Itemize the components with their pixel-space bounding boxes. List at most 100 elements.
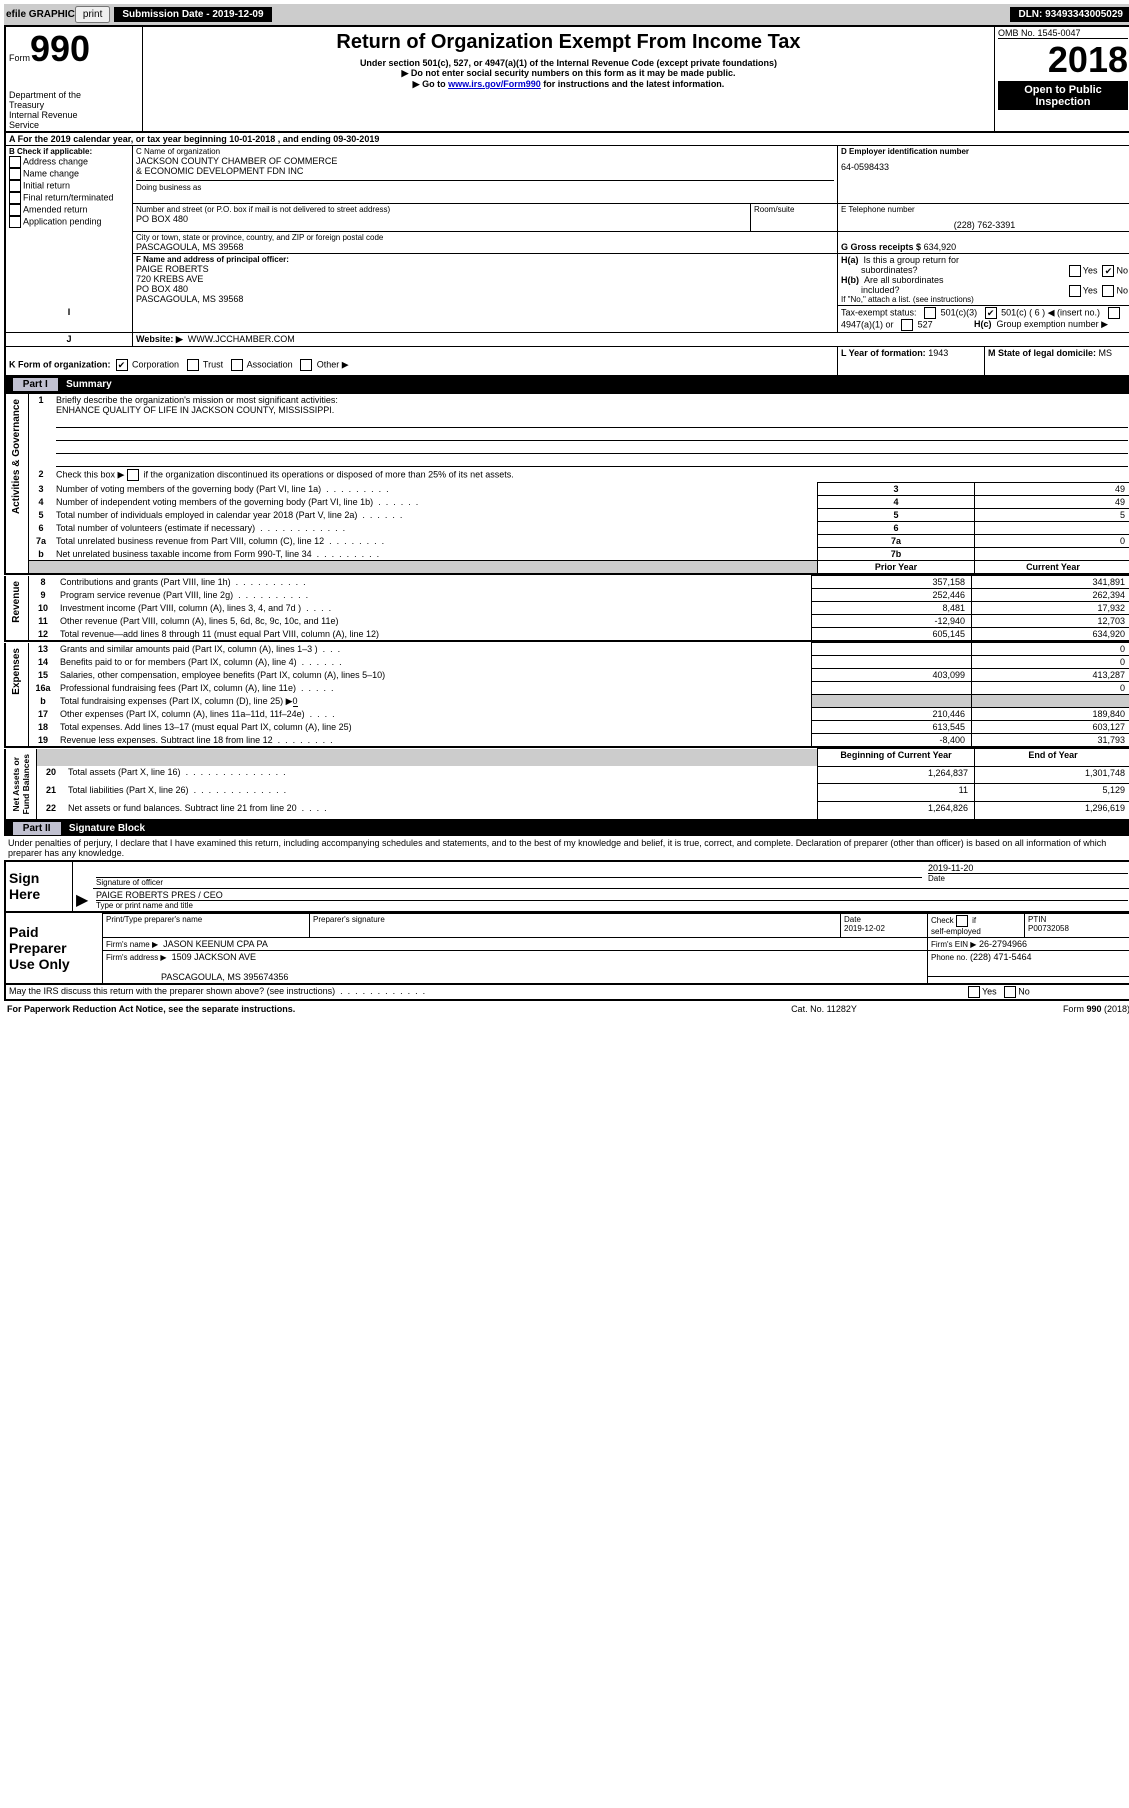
cb-address-change[interactable]: Address change	[9, 156, 129, 168]
revenue-table: Revenue 8Contributions and grants (Part …	[4, 575, 1129, 642]
section-m-label: M State of legal domicile:	[988, 348, 1096, 358]
firm-name: JASON KEENUM CPA PA	[163, 939, 268, 949]
line16a-label: Professional fundraising fees (Part IX, …	[57, 682, 812, 695]
ptin: PTINP00732058	[1025, 913, 1129, 937]
line1-text: ENHANCE QUALITY OF LIFE IN JACKSON COUNT…	[56, 405, 334, 415]
dln-label: DLN: 93493343005029	[1010, 7, 1129, 22]
form-title: Return of Organization Exempt From Incom…	[146, 31, 991, 54]
discuss-label: May the IRS discuss this return with the…	[5, 985, 965, 1000]
line15-label: Salaries, other compensation, employee b…	[57, 669, 812, 682]
form-number: 990	[30, 28, 90, 69]
line9-cy: 262,394	[972, 589, 1129, 602]
cb-amended-return[interactable]: Amended return	[9, 204, 129, 216]
omb-label: OMB No. 1545-0047	[998, 28, 1128, 39]
line17-label: Other expenses (Part IX, column (A), lin…	[57, 708, 812, 721]
cb-corp[interactable]	[116, 359, 128, 371]
expenses-sidebar: Expenses	[9, 644, 24, 699]
line4-val: 49	[975, 496, 1129, 509]
firm-ein-label: Firm's EIN ▶	[931, 940, 976, 949]
print-button[interactable]: print	[75, 6, 110, 23]
cb-assoc[interactable]	[231, 359, 243, 371]
dba-label: Doing business as	[136, 180, 834, 192]
line3-label: Number of voting members of the governin…	[53, 483, 818, 496]
cb-trust[interactable]	[187, 359, 199, 371]
section-l-label: L Year of formation:	[841, 348, 926, 358]
addr-value: PO BOX 480	[136, 214, 747, 224]
year-formation: 1943	[928, 348, 948, 358]
officer-addr2: PO BOX 480	[136, 284, 834, 294]
begin-year-header: Beginning of Current Year	[818, 749, 975, 767]
entity-info: A For the 2019 calendar year, or tax yea…	[4, 133, 1129, 377]
cat-no: Cat. No. 11282Y	[721, 1003, 927, 1015]
line21-label: Total liabilities (Part X, line 26) . . …	[65, 784, 818, 802]
form-footer: Form 990 (2018)	[927, 1003, 1129, 1015]
line7a-val: 0	[975, 535, 1129, 548]
cb-discuss-yes[interactable]	[968, 986, 980, 998]
type-name-label: Type or print name and title	[96, 900, 1128, 910]
cb-527[interactable]	[901, 319, 913, 331]
line2: Check this box ▶ if the organization dis…	[53, 468, 1129, 483]
line8-cy: 341,891	[972, 576, 1129, 589]
line5-box: 5	[818, 509, 975, 522]
cb-initial-return[interactable]: Initial return	[9, 180, 129, 192]
line14-cy: 0	[972, 656, 1129, 669]
paid-preparer-label: PaidPreparerUse Only	[5, 913, 103, 984]
cb-ha-yes[interactable]	[1069, 265, 1081, 277]
firm-name-label: Firm's name ▶	[106, 940, 158, 949]
cb-discuss-no[interactable]	[1004, 986, 1016, 998]
line3-box: 3	[818, 483, 975, 496]
line17-cy: 189,840	[972, 708, 1129, 721]
line13-cy: 0	[972, 643, 1129, 656]
line18-cy: 603,127	[972, 721, 1129, 734]
line21-by: 11	[818, 784, 975, 802]
cb-name-change[interactable]: Name change	[9, 168, 129, 180]
irs-link[interactable]: www.irs.gov/Form990	[448, 79, 541, 89]
self-employed-check: Check ifself-employed	[928, 913, 1025, 937]
cb-hb-no[interactable]	[1102, 285, 1114, 297]
cb-hb-yes[interactable]	[1069, 285, 1081, 297]
cb-501c[interactable]	[985, 307, 997, 319]
line11-cy: 12,703	[972, 615, 1129, 628]
form-subtitle2: ▶ Do not enter social security numbers o…	[146, 68, 991, 79]
governance-sidebar: Activities & Governance	[9, 395, 24, 518]
prep-date: Date2019-12-02	[841, 913, 928, 937]
discuss-row: May the IRS discuss this return with the…	[4, 985, 1129, 1001]
firm-ein: 26-2794966	[979, 939, 1027, 949]
line10-py: 8,481	[812, 602, 972, 615]
cb-line2[interactable]	[127, 469, 139, 481]
sig-officer-label: Signature of officer	[96, 877, 922, 887]
cb-final-return[interactable]: Final return/terminated	[9, 192, 129, 204]
sign-here-label: SignHere	[5, 861, 73, 912]
line20-ey: 1,301,748	[975, 766, 1129, 784]
section-b-label: B Check if applicable:	[9, 147, 129, 156]
cb-4947[interactable]	[1108, 307, 1120, 319]
line6-label: Total number of volunteers (estimate if …	[53, 522, 818, 535]
line16a-cy: 0	[972, 682, 1129, 695]
cb-ha-no[interactable]	[1102, 265, 1114, 277]
part2-header: Part II Signature Block	[4, 821, 1129, 836]
officer-city: PASCAGOULA, MS 39568	[136, 294, 834, 304]
gross-receipts-value: 634,920	[924, 242, 957, 252]
line13-py	[812, 643, 972, 656]
line9-py: 252,446	[812, 589, 972, 602]
prep-name-label: Print/Type preparer's name	[103, 913, 310, 937]
section-e-label: E Telephone number	[841, 205, 1128, 214]
form-subtitle1: Under section 501(c), 527, or 4947(a)(1)…	[146, 58, 991, 68]
line13-label: Grants and similar amounts paid (Part IX…	[57, 643, 812, 656]
line22-ey: 1,296,619	[975, 802, 1129, 820]
line5-val: 5	[975, 509, 1129, 522]
line16b-cy	[972, 695, 1129, 708]
cb-other[interactable]	[300, 359, 312, 371]
cb-501c3[interactable]	[924, 307, 936, 319]
officer-name: PAIGE ROBERTS	[136, 264, 834, 274]
line22-by: 1,264,826	[818, 802, 975, 820]
state-domicile: MS	[1099, 348, 1113, 358]
cb-self-employed[interactable]	[956, 915, 968, 927]
cb-application-pending[interactable]: Application pending	[9, 216, 129, 228]
section-k-label: K Form of organization:	[9, 359, 111, 369]
inspection-notice: Open to PublicInspection	[998, 82, 1128, 110]
line12-label: Total revenue—add lines 8 through 11 (mu…	[57, 628, 812, 642]
line10-label: Investment income (Part VIII, column (A)…	[57, 602, 812, 615]
line8-py: 357,158	[812, 576, 972, 589]
line20-by: 1,264,837	[818, 766, 975, 784]
